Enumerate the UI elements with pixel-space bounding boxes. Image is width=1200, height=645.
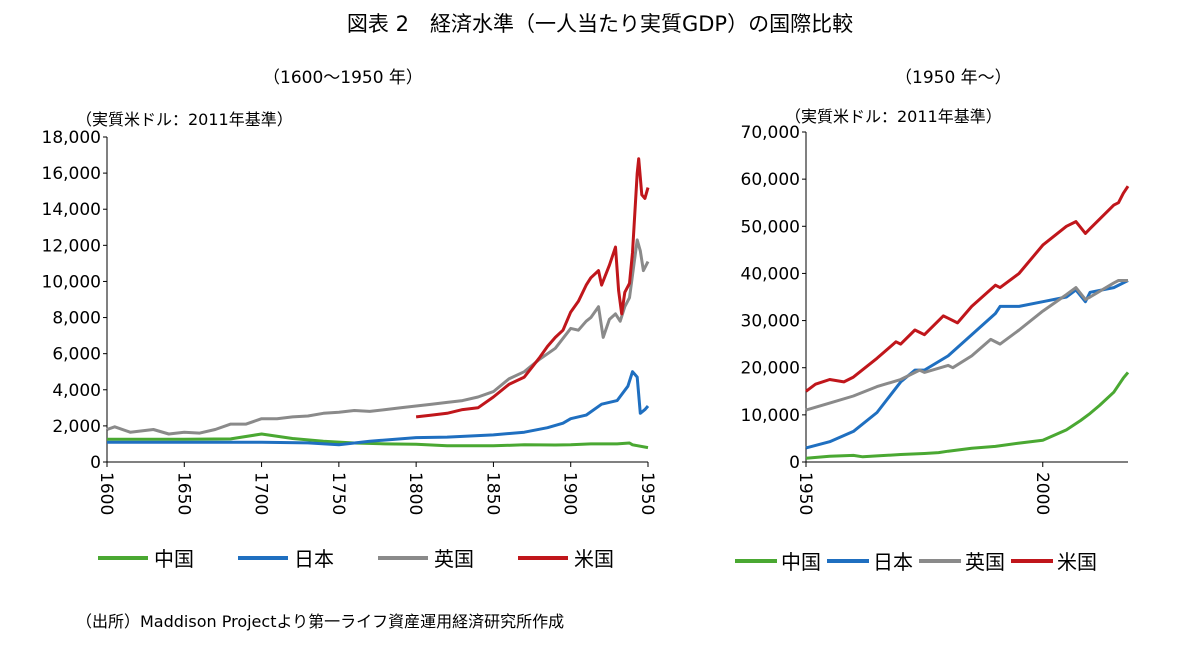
right-chart: 0 10,000 20,000 30,000 40,000 50,000 60,000 70,… bbox=[741, 123, 1130, 515]
legend-swatch-us bbox=[518, 555, 568, 560]
right-chart-y-tick-label: 0 bbox=[789, 453, 800, 473]
left-chart-y-tick-label: 0 bbox=[90, 453, 101, 473]
legend-item-us: 米国 bbox=[518, 543, 614, 572]
left-chart-series-japan-line bbox=[107, 370, 650, 447]
legend-swatch-us bbox=[1011, 558, 1053, 563]
left-chart-x-tick-label: 1650 bbox=[173, 472, 193, 515]
left-chart-y-tick-label: 16,000 bbox=[42, 164, 101, 184]
legend-label-uk: 英国 bbox=[965, 550, 1005, 574]
right-chart-y-tick-label: 20,000 bbox=[741, 359, 800, 379]
left-chart-x-tick-label: 1750 bbox=[328, 472, 348, 515]
legend-item-china: 中国 bbox=[98, 543, 194, 572]
left-chart-x-tick-label: 1900 bbox=[560, 472, 580, 515]
legend-swatch-china bbox=[735, 558, 777, 563]
left-chart-y-tick-label: 18,000 bbox=[42, 128, 101, 148]
left-unit-label: （実質米ドル：2011年基準） bbox=[76, 110, 293, 129]
legend-item-us: 米国 bbox=[1011, 546, 1097, 575]
right-chart-y-tick-label: 10,000 bbox=[741, 406, 800, 426]
right-chart-series-japan-line bbox=[805, 279, 1129, 450]
right-chart-y-tick-label: 40,000 bbox=[741, 264, 800, 284]
right-chart-series-china-line bbox=[805, 371, 1130, 460]
left-chart-x-tick-label: 1700 bbox=[251, 472, 271, 515]
right-chart-y-tick-label: 70,000 bbox=[741, 123, 800, 143]
legend-label-us: 米国 bbox=[574, 547, 614, 571]
right-unit-label: （実質米ドル：2011年基準） bbox=[785, 107, 1002, 126]
left-chart-x-tick-label: 1800 bbox=[405, 472, 425, 515]
left-chart-y-tick-label: 6,000 bbox=[52, 345, 101, 365]
left-chart-x-tick-label: 1950 bbox=[637, 472, 657, 515]
chart-title: 図表 2 経済水準（一人当たり実質GDP）の国際比較 bbox=[346, 12, 854, 36]
left-chart-x-tick-label: 1850 bbox=[482, 472, 502, 515]
left-chart-y-tick-label: 8,000 bbox=[52, 309, 101, 329]
legend-swatch-japan bbox=[827, 558, 869, 563]
legend-item-uk: 英国 bbox=[378, 543, 474, 572]
legend-item-uk: 英国 bbox=[919, 546, 1005, 575]
right-chart-x-tick-label: 1950 bbox=[795, 472, 815, 515]
right-chart-series-uk-line bbox=[805, 279, 1128, 412]
left-chart-series-us-line bbox=[415, 157, 650, 419]
left-chart-y-tick-label: 10,000 bbox=[42, 272, 101, 292]
left-chart-y-tick-label: 12,000 bbox=[42, 236, 101, 256]
left-chart-subtitle: （1600～1950 年） bbox=[263, 68, 423, 88]
left-chart-series-uk-line bbox=[106, 238, 650, 436]
left-chart-y-tick-label: 14,000 bbox=[42, 200, 101, 220]
right-chart-y-tick-label: 30,000 bbox=[741, 312, 800, 332]
legend-item-china: 中国 bbox=[735, 546, 821, 575]
legend-label-japan: 日本 bbox=[294, 547, 334, 571]
legend-item-japan: 日本 bbox=[827, 546, 913, 575]
left-chart-y-tick-label: 2,000 bbox=[52, 417, 101, 437]
right-chart-series-us-line bbox=[805, 185, 1130, 393]
legend-label-uk: 英国 bbox=[434, 547, 474, 571]
legend-swatch-china bbox=[98, 555, 148, 560]
legend-item-japan: 日本 bbox=[238, 543, 334, 572]
legend-swatch-japan bbox=[238, 555, 288, 560]
source-note: （出所）Maddison Projectより第一ライフ資産運用経済研究所作成 bbox=[76, 612, 565, 631]
legend-label-china: 中国 bbox=[154, 547, 194, 571]
left-legend: 中国 日本 英国 米国 bbox=[98, 543, 658, 572]
right-chart-x-tick-label: 2000 bbox=[1032, 472, 1052, 515]
legend-swatch-uk bbox=[378, 555, 428, 560]
right-chart-y-tick-label: 50,000 bbox=[741, 217, 800, 237]
right-legend: 中国 日本 英国 米国 bbox=[735, 546, 1103, 575]
right-chart-subtitle: （1950 年～） bbox=[895, 68, 1012, 88]
left-chart-y-tick-label: 4,000 bbox=[52, 381, 101, 401]
left-chart-series-china-line bbox=[107, 432, 649, 450]
left-chart: 0 2,000 4,000 6,000 8,000 10,000 12,000 14,000 1… bbox=[42, 128, 657, 515]
left-chart-x-tick-label: 1600 bbox=[96, 472, 116, 515]
legend-label-japan: 日本 bbox=[873, 550, 913, 574]
right-chart-y-tick-label: 60,000 bbox=[741, 170, 800, 190]
legend-label-us: 米国 bbox=[1057, 550, 1097, 574]
legend-swatch-uk bbox=[919, 558, 961, 563]
legend-label-china: 中国 bbox=[781, 550, 821, 574]
